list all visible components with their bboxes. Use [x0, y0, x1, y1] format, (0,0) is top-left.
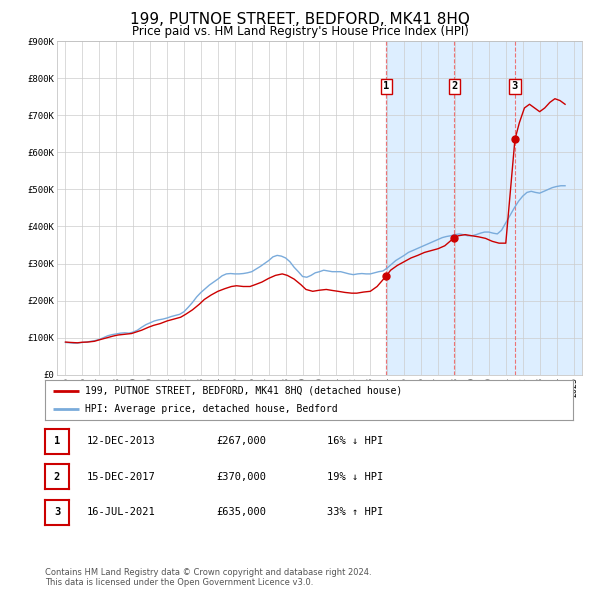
Text: 33% ↑ HPI: 33% ↑ HPI: [327, 507, 383, 517]
Text: 3: 3: [512, 81, 518, 91]
Text: HPI: Average price, detached house, Bedford: HPI: Average price, detached house, Bedf…: [85, 404, 337, 414]
Text: 2: 2: [54, 472, 60, 481]
Text: 1: 1: [54, 437, 60, 446]
Text: Price paid vs. HM Land Registry's House Price Index (HPI): Price paid vs. HM Land Registry's House …: [131, 25, 469, 38]
Text: 199, PUTNOE STREET, BEDFORD, MK41 8HQ (detached house): 199, PUTNOE STREET, BEDFORD, MK41 8HQ (d…: [85, 386, 402, 396]
Text: 19% ↓ HPI: 19% ↓ HPI: [327, 472, 383, 481]
Text: 16-JUL-2021: 16-JUL-2021: [87, 507, 156, 517]
Text: 2: 2: [451, 81, 457, 91]
Text: Contains HM Land Registry data © Crown copyright and database right 2024.
This d: Contains HM Land Registry data © Crown c…: [45, 568, 371, 587]
Text: 1: 1: [383, 81, 389, 91]
Text: 16% ↓ HPI: 16% ↓ HPI: [327, 437, 383, 446]
Text: 12-DEC-2013: 12-DEC-2013: [87, 437, 156, 446]
Text: £267,000: £267,000: [216, 437, 266, 446]
Text: £370,000: £370,000: [216, 472, 266, 481]
Bar: [386, 41, 582, 375]
Text: £635,000: £635,000: [216, 507, 266, 517]
Text: 3: 3: [54, 507, 60, 517]
Text: 199, PUTNOE STREET, BEDFORD, MK41 8HQ: 199, PUTNOE STREET, BEDFORD, MK41 8HQ: [130, 12, 470, 27]
Text: 15-DEC-2017: 15-DEC-2017: [87, 472, 156, 481]
